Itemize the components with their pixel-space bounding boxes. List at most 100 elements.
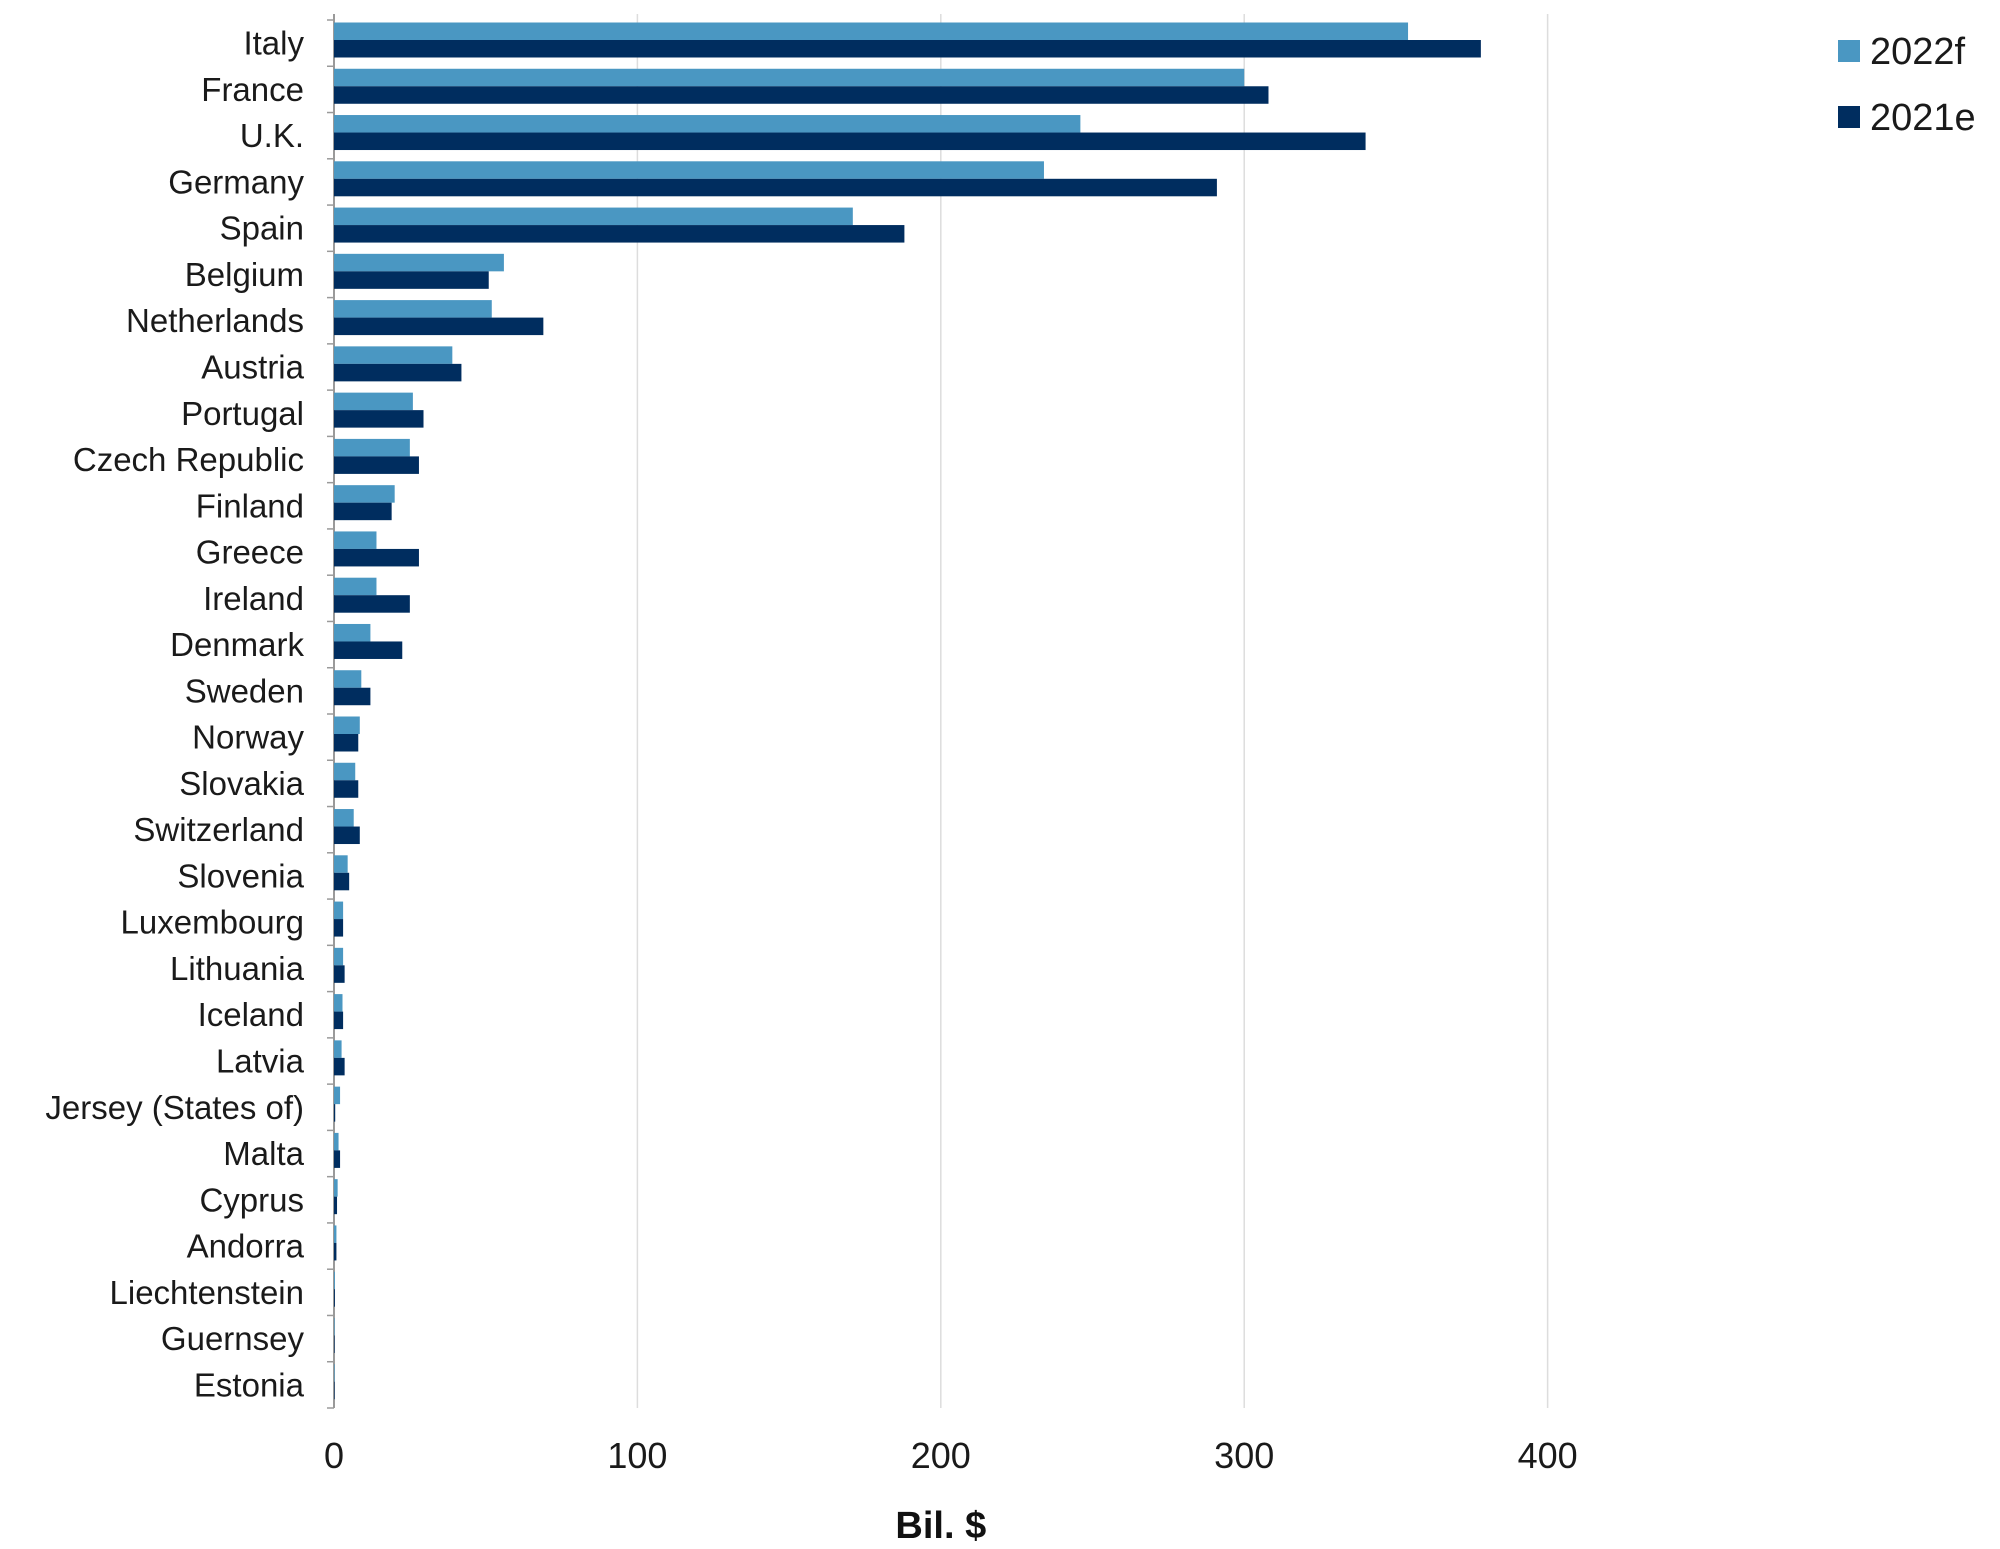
bar-2021e-liechtenstein — [334, 1289, 335, 1307]
category-label: Spain — [220, 210, 304, 247]
bar-2021e-sweden — [334, 687, 371, 706]
bar-2021e-netherlands — [334, 317, 544, 336]
bar-2021e-slovenia — [334, 872, 350, 891]
bar-2021e-latvia — [334, 1057, 345, 1076]
category-label: Cyprus — [199, 1181, 304, 1218]
bar-2021e-u-k- — [334, 132, 1366, 151]
legend-swatch-2021e — [1838, 106, 1860, 128]
bar-2022f-italy — [334, 22, 1409, 40]
category-label: U.K. — [240, 117, 304, 154]
bar-2022f-lithuania — [334, 947, 344, 966]
bar-2022f-estonia — [334, 1364, 335, 1382]
category-label: Liechtenstein — [110, 1274, 304, 1311]
category-label: Belgium — [185, 256, 304, 293]
bar-2021e-germany — [334, 178, 1217, 197]
category-label: Iceland — [198, 996, 304, 1033]
bar-2021e-norway — [334, 734, 359, 752]
legend-label-2021e: 2021e — [1870, 97, 1976, 139]
bar-2022f-netherlands — [334, 300, 492, 318]
bar-2022f-germany — [334, 161, 1044, 179]
category-label: Germany — [168, 163, 304, 200]
bar-2021e-belgium — [334, 271, 489, 289]
bar-2022f-malta — [334, 1132, 339, 1151]
bar-2021e-czech-republic — [334, 456, 419, 474]
x-tick-label: 200 — [911, 1435, 971, 1476]
category-label: Lithuania — [170, 950, 305, 987]
category-label: Italy — [243, 25, 304, 62]
bar-2021e-andorra — [334, 1242, 337, 1261]
bar-2022f-iceland — [334, 994, 343, 1012]
bar-2021e-luxembourg — [334, 919, 344, 937]
category-label: Andorra — [187, 1228, 305, 1265]
bar-2022f-finland — [334, 485, 395, 503]
bar-2021e-ireland — [334, 595, 410, 613]
bar-2022f-czech-republic — [334, 438, 410, 457]
bar-2021e-switzerland — [334, 826, 360, 845]
category-label: Slovakia — [179, 765, 304, 802]
bar-2021e-slovakia — [334, 780, 359, 798]
bar-2021e-lithuania — [334, 965, 345, 983]
bar-2022f-france — [334, 68, 1245, 87]
category-label: Guernsey — [161, 1320, 305, 1357]
bar-2021e-guernsey — [334, 1335, 335, 1353]
bar-2021e-iceland — [334, 1011, 344, 1030]
category-label: Portugal — [181, 395, 304, 432]
category-label: Jersey (States of) — [45, 1089, 304, 1126]
bar-2021e-jersey-states-of- — [334, 1104, 336, 1122]
category-label: Finland — [196, 487, 304, 524]
bar-2022f-cyprus — [334, 1179, 338, 1197]
category-label: Latvia — [216, 1043, 305, 1080]
category-label: Ireland — [203, 580, 304, 617]
bar-2021e-portugal — [334, 410, 424, 428]
category-label: Switzerland — [133, 811, 304, 848]
bar-2022f-greece — [334, 531, 377, 549]
bar-2022f-andorra — [334, 1225, 337, 1243]
category-label: Denmark — [170, 626, 304, 663]
bar-2022f-denmark — [334, 623, 371, 642]
category-label: Malta — [223, 1135, 304, 1172]
bar-2021e-estonia — [334, 1381, 335, 1400]
x-tick-label: 0 — [324, 1435, 344, 1476]
category-label: Luxembourg — [121, 904, 304, 941]
category-label: Sweden — [185, 672, 304, 709]
x-tick-label: 100 — [607, 1435, 667, 1476]
category-label: Austria — [201, 349, 304, 386]
category-label: Netherlands — [126, 302, 304, 339]
bar-2022f-jersey-states-of- — [334, 1086, 341, 1105]
bar-2022f-liechtenstein — [334, 1271, 335, 1290]
category-label: Slovenia — [177, 857, 304, 894]
bar-2021e-malta — [334, 1150, 341, 1168]
category-label: Greece — [196, 534, 304, 571]
x-axis-title: Bil. $ — [895, 1505, 986, 1547]
bar-2021e-spain — [334, 225, 905, 243]
bar-2022f-slovakia — [334, 762, 356, 781]
bar-2022f-guernsey — [334, 1317, 335, 1336]
bar-2022f-belgium — [334, 253, 504, 272]
bar-2021e-cyprus — [334, 1196, 338, 1215]
legend-swatch-2022f — [1838, 40, 1860, 62]
bar-2022f-norway — [334, 716, 360, 734]
category-label: France — [201, 71, 304, 108]
x-tick-label: 400 — [1518, 1435, 1578, 1476]
bar-2022f-latvia — [334, 1040, 342, 1058]
bar-2021e-austria — [334, 363, 462, 382]
bar-2021e-france — [334, 86, 1269, 104]
bar-2022f-slovenia — [334, 855, 348, 873]
category-label: Norway — [192, 719, 304, 756]
legend-label-2022f: 2022f — [1870, 31, 1966, 73]
bar-2022f-spain — [334, 207, 853, 226]
category-label: Estonia — [194, 1366, 305, 1403]
bar-2021e-denmark — [334, 641, 403, 659]
bar-2022f-luxembourg — [334, 901, 344, 920]
category-label: Czech Republic — [73, 441, 304, 478]
bar-2022f-switzerland — [334, 809, 354, 827]
bar-2022f-portugal — [334, 392, 413, 411]
bar-2022f-sweden — [334, 670, 362, 688]
bar-2021e-greece — [334, 548, 419, 567]
bar-2022f-ireland — [334, 577, 377, 596]
bar-2021e-italy — [334, 40, 1481, 58]
x-tick-label: 300 — [1214, 1435, 1274, 1476]
bar-2021e-finland — [334, 502, 392, 521]
